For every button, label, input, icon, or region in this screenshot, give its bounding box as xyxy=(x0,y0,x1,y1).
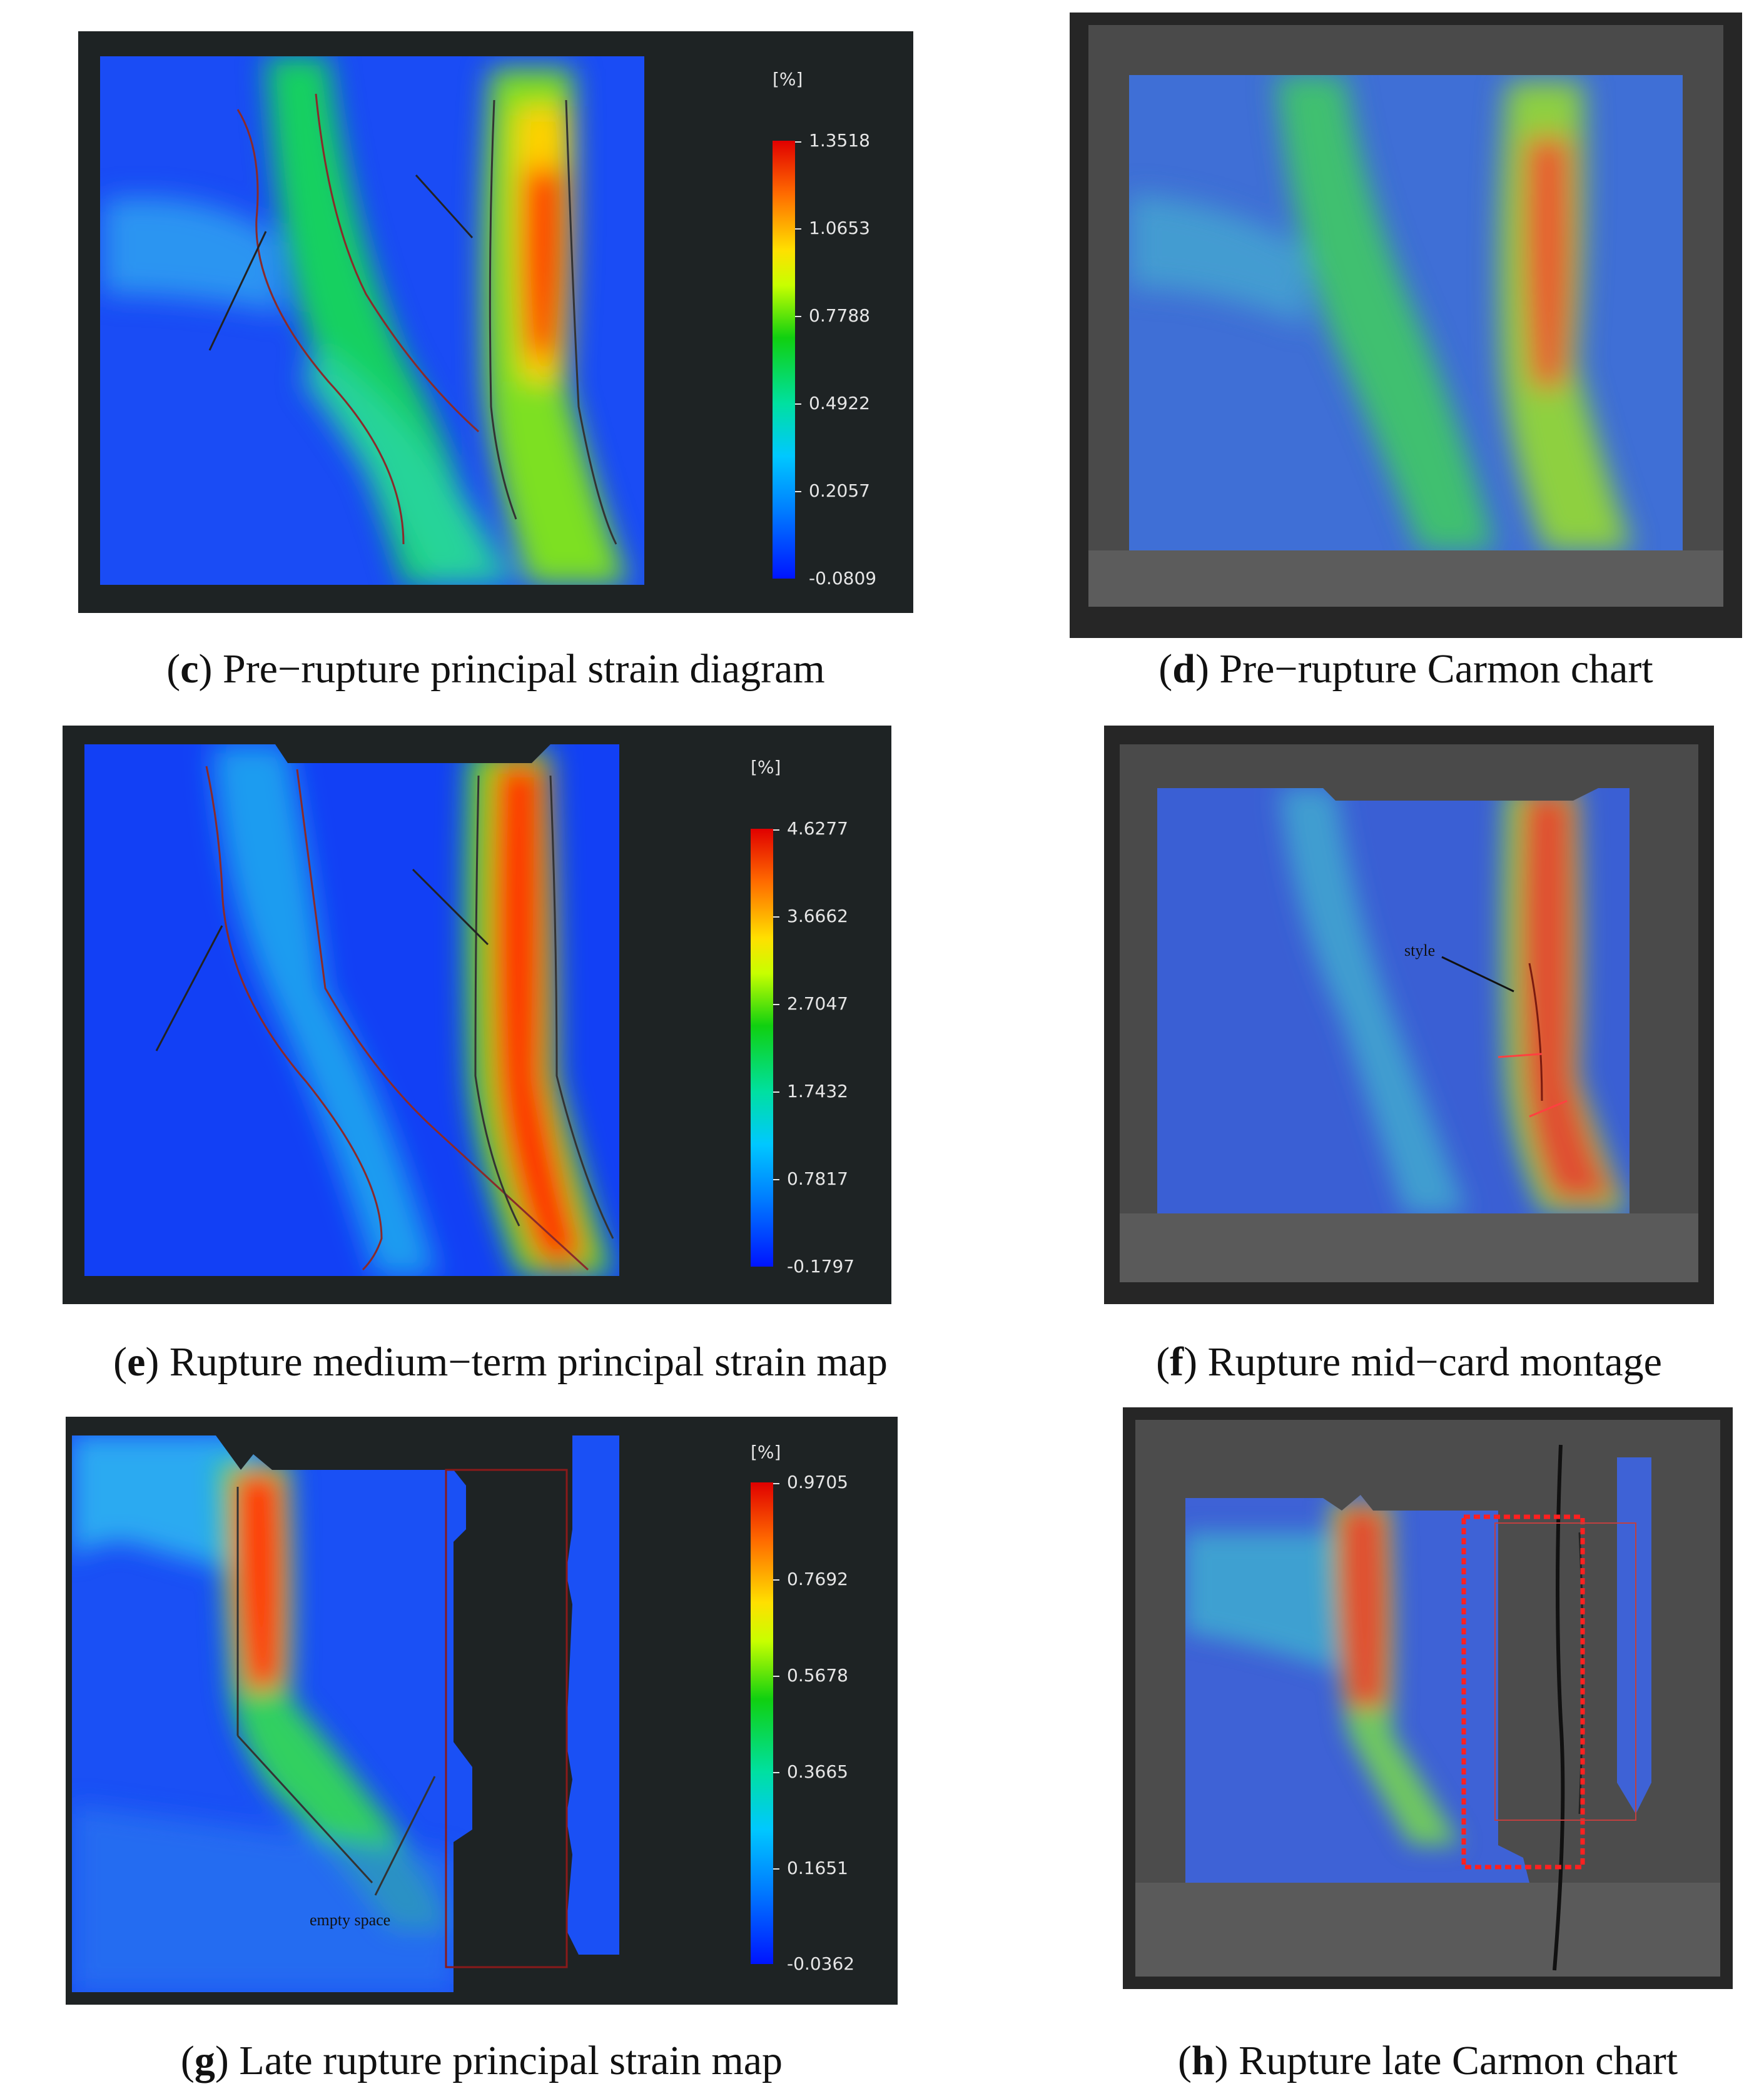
colorbar-tick-label: 1.3518 xyxy=(809,130,870,151)
colorbar-tick xyxy=(795,228,801,230)
caption-letter: g xyxy=(194,2038,215,2083)
caption-h: (h) Rupture late Carmon chart xyxy=(1177,2038,1678,2083)
caption-letter: h xyxy=(1191,2038,1215,2083)
caption-c: (c) Pre−rupture principal strain diagram xyxy=(166,646,825,692)
annotation-style: style xyxy=(1404,941,1436,959)
colorbar-tick xyxy=(773,1179,779,1180)
strain-field-c xyxy=(100,56,644,585)
colorbar-tick-label: 3.6662 xyxy=(787,906,848,926)
caption-text: Rupture late Carmon chart xyxy=(1228,2038,1678,2083)
colorbar-c: [%] 1.3518 1.0653 0.7788 0.4922 0.2057 -… xyxy=(773,69,910,589)
colorbar-tick xyxy=(773,1091,779,1093)
caption-letter: d xyxy=(1172,646,1195,692)
carmon-overlay-h xyxy=(1135,1420,1720,1977)
carmon-overlay-f xyxy=(1120,744,1698,1282)
caption-text: Late rupture principal strain map xyxy=(228,2038,783,2083)
colorbar-e: [%] 4.6277 3.6662 2.7047 1.7432 0.7817 -… xyxy=(751,757,888,1277)
colorbar-tick xyxy=(795,491,801,492)
colorbar-tick xyxy=(773,1868,779,1870)
colorbar-tick-label: 2.7047 xyxy=(787,993,848,1014)
carmon-overlay-d xyxy=(1088,25,1723,607)
colorbar-tick xyxy=(773,1483,779,1484)
colorbar-tick xyxy=(795,403,801,405)
caption-letter: e xyxy=(127,1339,146,1385)
colorbar-gradient xyxy=(751,829,773,1267)
colorbar-tick-label: 0.7788 xyxy=(809,305,870,326)
colorbar-unit: [%] xyxy=(773,69,803,89)
colorbar-tick-label: 0.5678 xyxy=(787,1665,848,1686)
colorbar-tick-label: 0.4922 xyxy=(809,393,870,413)
colorbar-tick xyxy=(773,916,779,918)
colorbar-tick xyxy=(773,1676,779,1677)
caption-e: (e) Rupture medium−term principal strain… xyxy=(113,1339,888,1385)
panel-e-strain-map: [%] 4.6277 3.6662 2.7047 1.7432 0.7817 -… xyxy=(63,726,891,1304)
colorbar-tick-label: -0.0809 xyxy=(809,568,877,589)
caption-f: (f) Rupture mid−card montage xyxy=(1156,1339,1662,1385)
colorbar-unit: [%] xyxy=(751,1442,781,1462)
panel-g-strain-map: empty space [%] 0.9705 0.7692 0.5678 0.3… xyxy=(66,1417,898,2005)
colorbar-gradient xyxy=(773,141,795,579)
colorbar-tick xyxy=(773,1004,779,1005)
colorbar-tick xyxy=(773,1772,779,1773)
caption-letter: c xyxy=(180,646,199,692)
colorbar-tick xyxy=(773,829,779,831)
caption-text: Pre−rupture Carmon chart xyxy=(1209,646,1653,692)
strain-field-e xyxy=(84,744,619,1276)
colorbar-tick-label: 4.6277 xyxy=(787,818,848,839)
colorbar-tick-label: 1.7432 xyxy=(787,1081,848,1101)
panel-c-strain-diagram: [%] 1.3518 1.0653 0.7788 0.4922 0.2057 -… xyxy=(78,31,913,613)
strain-field-g xyxy=(72,1435,619,1992)
colorbar-g: [%] 0.9705 0.7692 0.5678 0.3665 0.1651 -… xyxy=(751,1442,895,1974)
colorbar-tick xyxy=(773,1579,779,1581)
caption-d: (d) Pre−rupture Carmon chart xyxy=(1158,646,1653,692)
colorbar-tick-label: 0.2057 xyxy=(809,480,870,501)
caption-g: (g) Late rupture principal strain map xyxy=(180,2038,783,2083)
colorbar-tick-label: 0.9705 xyxy=(787,1472,848,1492)
colorbar-tick xyxy=(795,141,801,143)
colorbar-tick-label: 0.7817 xyxy=(787,1168,848,1189)
caption-text: Rupture mid−card montage xyxy=(1197,1339,1662,1385)
colorbar-tick-label: 0.1651 xyxy=(787,1858,848,1878)
colorbar-tick-label: -0.0362 xyxy=(787,1953,855,1974)
caption-text: Pre−rupture principal strain diagram xyxy=(212,646,825,692)
annotation-empty-space: empty space xyxy=(310,1911,391,1929)
panel-d-carmon-chart xyxy=(1070,13,1742,638)
panel-f-montage: style xyxy=(1104,726,1714,1304)
colorbar-tick-label: -0.1797 xyxy=(787,1256,855,1277)
colorbar-gradient xyxy=(751,1482,773,1964)
colorbar-tick-label: 1.0653 xyxy=(809,218,870,238)
caption-letter: f xyxy=(1170,1339,1184,1385)
colorbar-unit: [%] xyxy=(751,757,781,777)
caption-text: Rupture medium−term principal strain map xyxy=(159,1339,888,1385)
colorbar-tick-label: 0.7692 xyxy=(787,1569,848,1589)
colorbar-tick-label: 0.3665 xyxy=(787,1761,848,1782)
panel-h-carmon-chart xyxy=(1123,1407,1733,1989)
colorbar-tick xyxy=(795,316,801,317)
